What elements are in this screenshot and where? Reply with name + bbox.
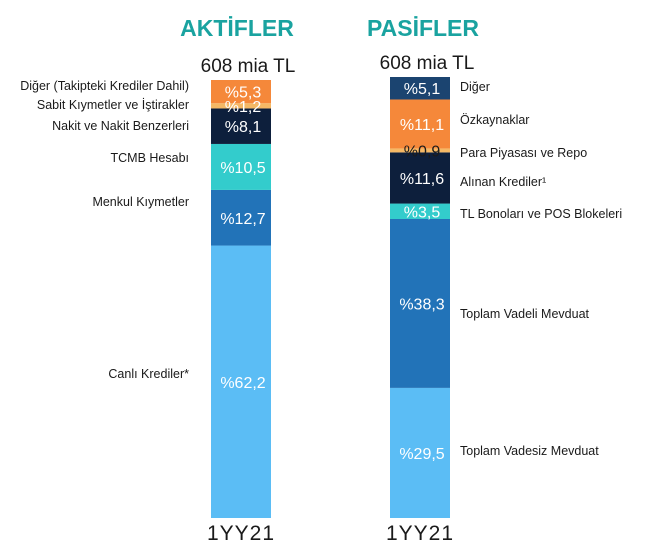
assets-bar-stack	[211, 80, 271, 518]
liabilities-segment-5-value-label: %11,1	[400, 117, 444, 134]
assets-segment-0-name-label: Canlı Krediler*	[108, 367, 189, 381]
assets-segment-3-value-label: %8,1	[225, 119, 262, 136]
assets-segment-5-bar	[211, 80, 271, 104]
liabilities-segment-3-name-label: Alınan Krediler¹	[460, 175, 546, 189]
liabilities-segment-2-value-label: %3,5	[404, 204, 441, 221]
liabilities-period-label: 1YY21	[386, 522, 454, 545]
liabilities-segment-2-name-label: TL Bonoları ve POS Blokeleri	[460, 207, 622, 221]
liabilities-segment-2-bar	[390, 203, 450, 220]
liabilities-segment-1-name-label: Toplam Vadeli Mevduat	[460, 307, 590, 321]
assets-segment-5-name-label: Diğer (Takipteki Krediler Dahil)	[20, 79, 189, 93]
liabilities-segment-6-value-label: %5,1	[404, 81, 441, 98]
liabilities-segment-3-bar	[390, 152, 450, 204]
assets-segment-1-bar	[211, 189, 271, 246]
liabilities-segment-5-name-label: Özkaynaklar	[460, 113, 529, 127]
assets-period-label: 1YY21	[207, 522, 275, 545]
liabilities-segment-labels: %29,5 %38,3 %3,5 %11,6 %0,9 %11,1 %5,1	[399, 81, 444, 463]
assets-segment-5-value-label: %5,3	[225, 85, 262, 102]
liabilities-segment-5-bar	[390, 99, 450, 149]
liabilities-chart: PASİFLER 608 mia TL %29,5 %38,3 %3,5 %11,6%…	[367, 15, 622, 545]
assets-segment-0-bar	[211, 245, 271, 518]
liabilities-bar-stack	[390, 77, 450, 518]
assets-segment-4-value-label: %1,2	[225, 99, 262, 116]
assets-segment-1-value-label: %12,7	[220, 211, 265, 228]
assets-segment-3-bar	[211, 108, 271, 144]
assets-total: 608 mia TL	[201, 56, 296, 77]
liabilities-segment-4-value-label: %0,9	[404, 143, 441, 160]
assets-segment-2-name-label: TCMB Hesabı	[111, 151, 190, 165]
liabilities-segment-0-name-label: Toplam Vadesiz Mevduat	[460, 444, 599, 458]
assets-segment-2-bar	[211, 143, 271, 190]
liabilities-title: PASİFLER	[367, 15, 479, 41]
liabilities-segment-1-bar	[390, 219, 450, 388]
assets-segment-3-name-label: Nakit ve Nakit Benzerleri	[52, 119, 189, 133]
assets-title: AKTİFLER	[180, 15, 294, 41]
liabilities-segment-0-value-label: %29,5	[399, 446, 444, 463]
assets-chart: AKTİFLER 608 mia TL %62,2 %12,7 %10,5 %8,1%…	[20, 15, 295, 545]
liabilities-total: 608 mia TL	[380, 53, 475, 74]
assets-side-labels: Canlı Krediler* Menkul Kıymetler TCMB Hesa…	[20, 79, 189, 381]
liabilities-segment-6-name-label: Diğer	[460, 80, 490, 94]
liabilities-segment-6-bar	[390, 77, 450, 100]
assets-segment-2-value-label: %10,5	[220, 160, 265, 177]
liabilities-segment-3-value-label: %11,6	[400, 171, 444, 188]
liabilities-side-labels: Toplam Vadesiz Mevduat Toplam Vadeli Mevd…	[460, 80, 622, 458]
liabilities-segment-0-bar	[390, 387, 450, 518]
liabilities-segment-1-value-label: %38,3	[399, 296, 444, 313]
assets-segment-4-name-label: Sabit Kıymetler ve İştirakler	[37, 98, 189, 112]
assets-segment-4-bar	[211, 103, 271, 109]
assets-segment-0-value-label: %62,2	[220, 375, 265, 392]
liabilities-segment-4-bar	[390, 148, 450, 153]
liabilities-segment-4-name-label: Para Piyasası ve Repo	[460, 146, 587, 160]
assets-segment-labels: %62,2 %12,7 %10,5 %8,1 %1,2%5,3	[220, 85, 265, 392]
assets-segment-1-name-label: Menkul Kıymetler	[92, 195, 189, 209]
